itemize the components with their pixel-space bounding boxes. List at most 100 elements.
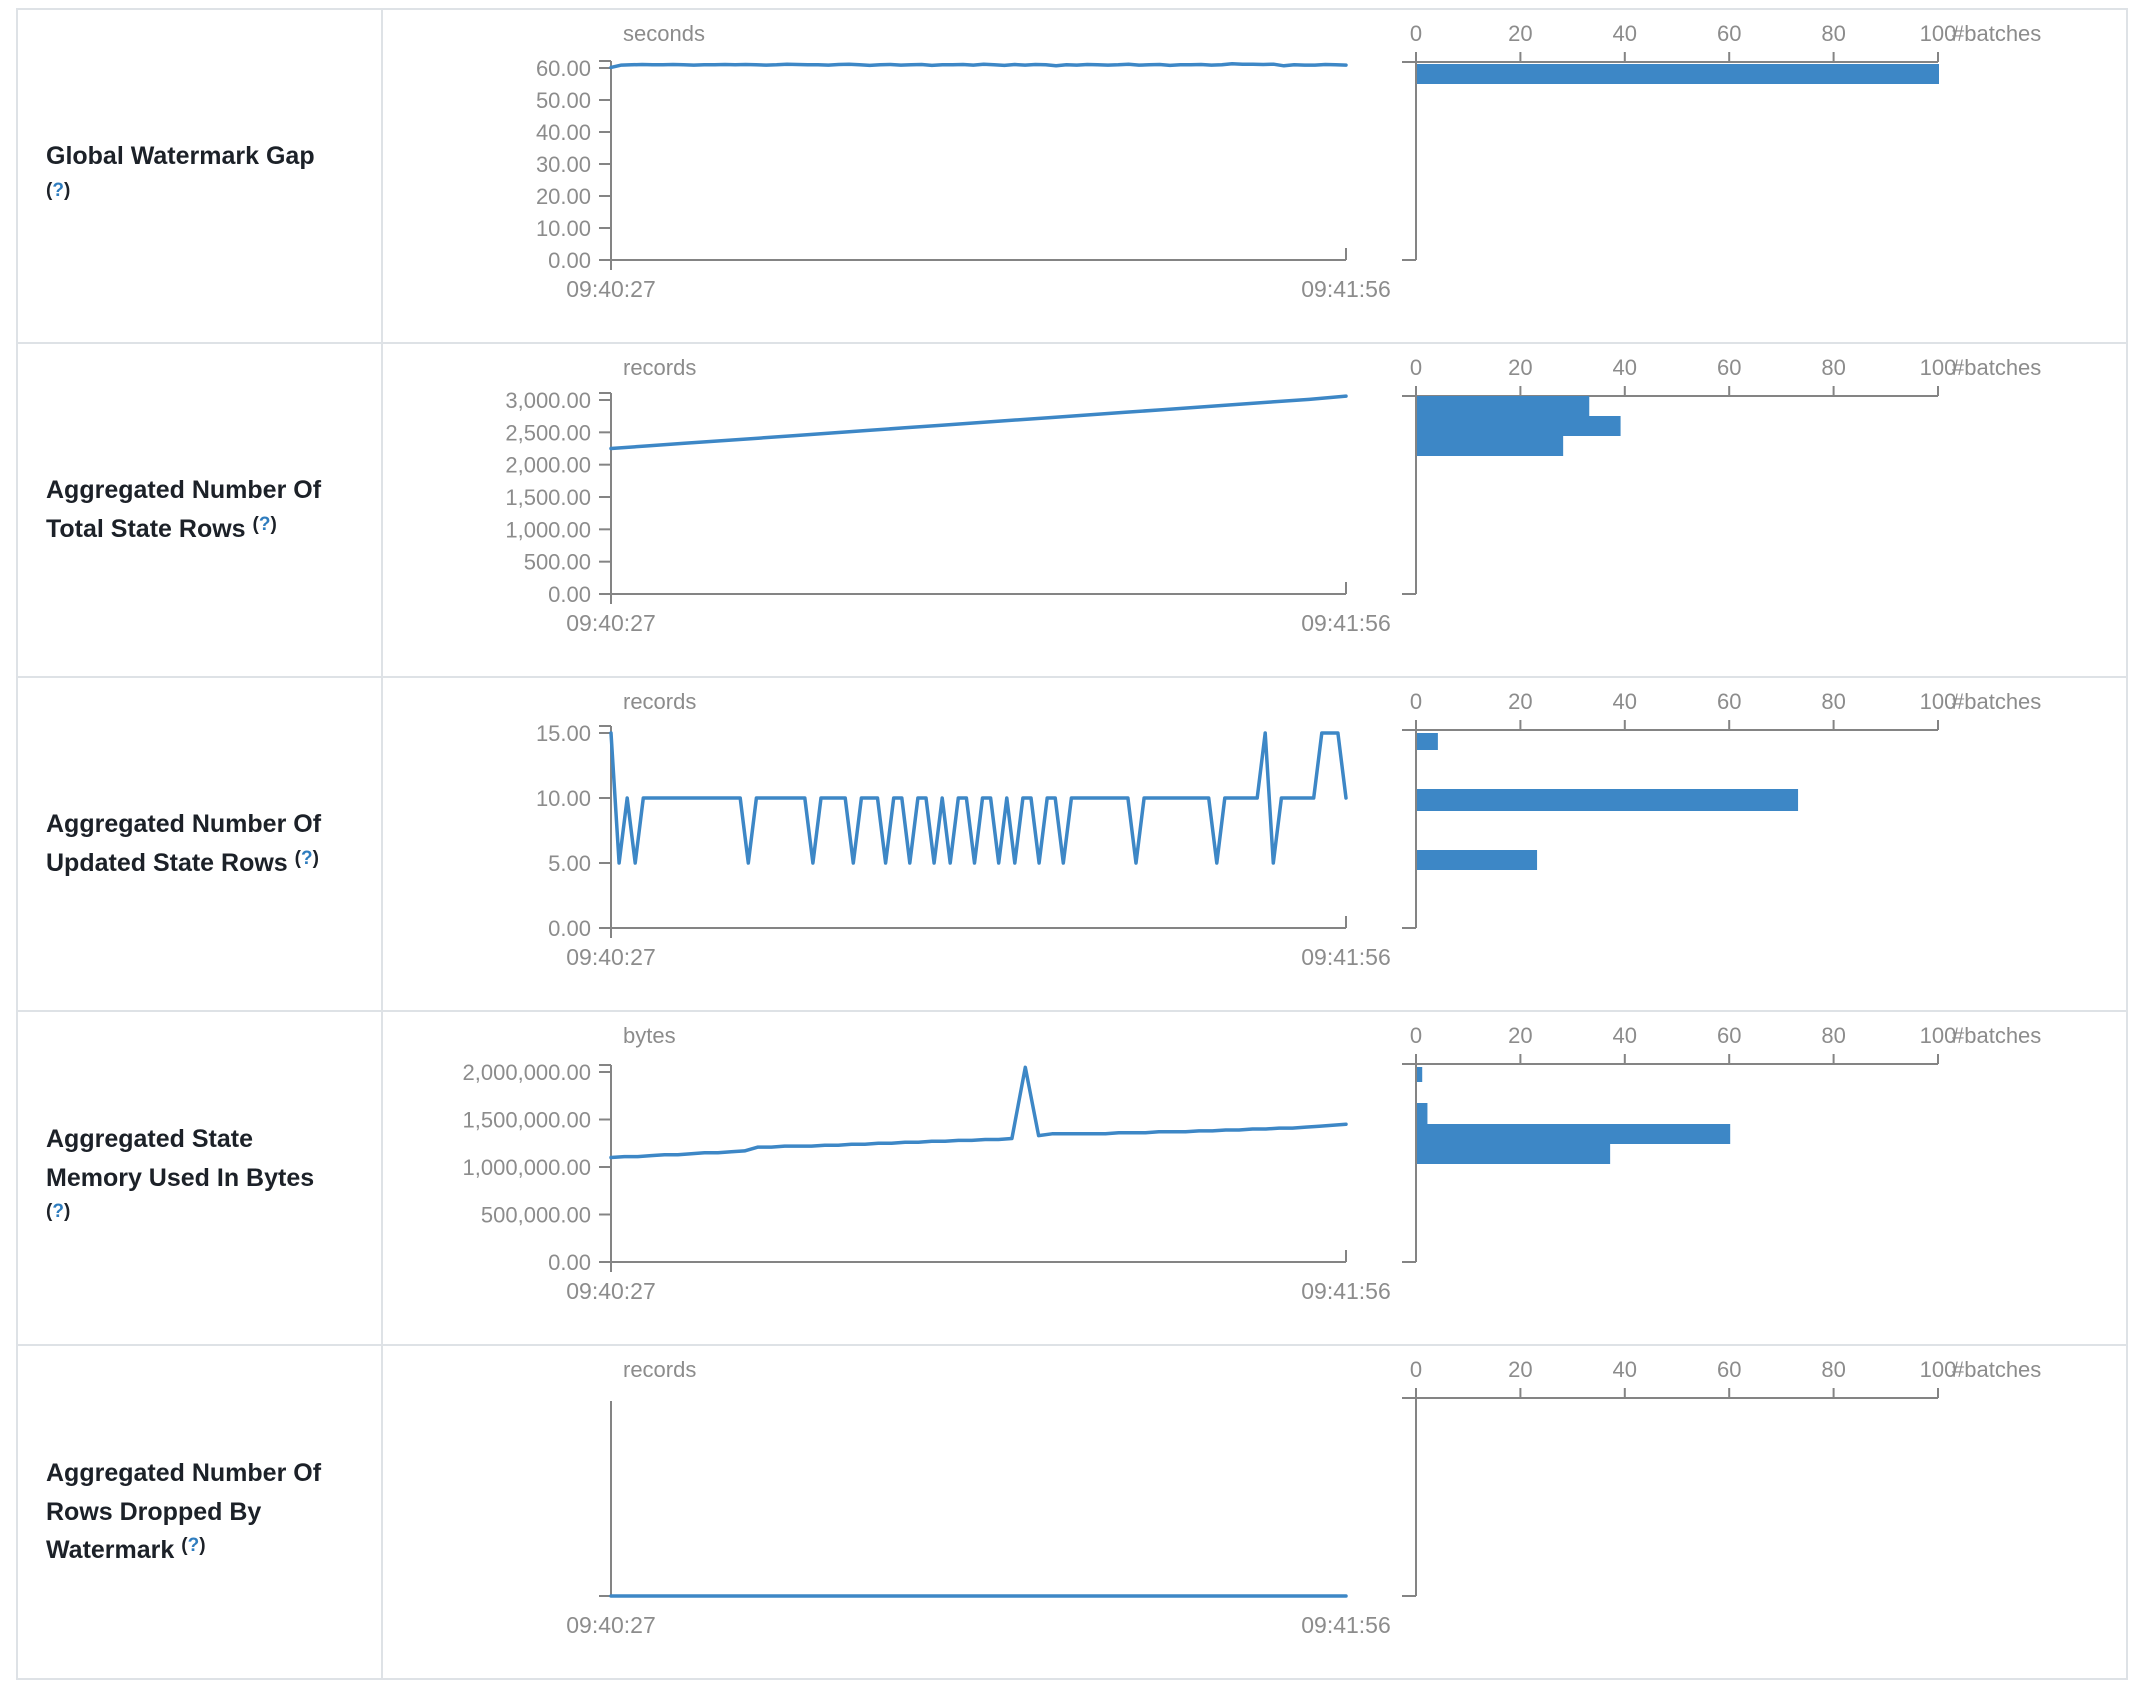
charts-cell: seconds 0.00 10.00 20.00 30.00 40.00 50.00 60.0…: [383, 10, 2126, 342]
x-axis-start-label: 09:40:27: [566, 1612, 656, 1638]
metric-title-text: Aggregated Number Of Total State Rows: [46, 476, 322, 543]
x-axis-start-label: 09:40:27: [566, 610, 656, 636]
x-axis-end-label: 09:41:56: [1301, 610, 1391, 636]
y-tick-label: 2,000,000.00: [463, 1060, 591, 1085]
metric-row-state-memory-used: Aggregated State Memory Used In Bytes (?…: [18, 1012, 2126, 1346]
y-tick-label: 0.00: [548, 1250, 591, 1275]
metric-title: Aggregated Number Of Total State Rows (?…: [46, 471, 335, 549]
charts-cell: records 09:40:27 09:41:56 0 20 40 60 80 100 #batc…: [383, 1346, 2126, 1678]
y-tick-label: 10.00: [536, 786, 591, 811]
y-tick-label: 0.00: [548, 916, 591, 941]
help-paren-close: ): [270, 514, 277, 535]
help-question-icon[interactable]: ?: [52, 1201, 64, 1223]
help-paren-open: (: [46, 180, 53, 201]
help-link[interactable]: (?): [295, 848, 319, 869]
timeline-line: [609, 62, 1348, 70]
y-tick-label: 3,000.00: [505, 388, 591, 413]
histogram-tick-label: 100: [1920, 21, 1957, 46]
histogram-tick-label: 80: [1821, 689, 1845, 714]
help-question-icon[interactable]: ?: [52, 180, 64, 201]
y-tick-label: 1,500.00: [505, 485, 591, 510]
help-paren-open: (: [252, 514, 259, 535]
histogram-tick-label: 100: [1920, 1023, 1957, 1048]
metric-row-rows-dropped-by-watermark: Aggregated Number Of Rows Dropped By Wat…: [18, 1346, 2126, 1678]
histogram-bar: [1417, 1144, 1611, 1164]
help-link[interactable]: (?): [46, 180, 70, 201]
histogram-bar: [1417, 64, 1939, 84]
histogram-bar: [1417, 1124, 1731, 1144]
x-axis-start-label: 09:40:27: [566, 276, 656, 302]
histogram-bar: [1417, 436, 1564, 456]
histogram-tick-label: 100: [1920, 1357, 1957, 1382]
help-paren-close: ): [199, 1535, 206, 1557]
y-tick-label: 40.00: [536, 120, 591, 145]
charts-cell: records 0.00 5.00 10.00 15.00 09:40:27 09:41:5…: [383, 678, 2126, 1010]
y-tick-label: 1,000,000.00: [463, 1155, 591, 1180]
y-tick-label: 20.00: [536, 184, 591, 209]
histogram-unit-label: #batches: [1952, 1023, 2041, 1048]
histogram-tick-label: 40: [1613, 689, 1637, 714]
timeline-line: [609, 731, 1348, 865]
metric-label-cell: Aggregated Number Of Rows Dropped By Wat…: [18, 1346, 383, 1678]
histogram-unit-label: #batches: [1952, 355, 2041, 380]
histogram-tick-label: 60: [1717, 21, 1741, 46]
histogram-tick-label: 60: [1717, 355, 1741, 380]
histogram-tick-label: 100: [1920, 689, 1957, 714]
x-axis-start-label: 09:40:27: [566, 944, 656, 970]
x-axis-start-label: 09:40:27: [566, 1278, 656, 1304]
y-tick-label: 2,000.00: [505, 453, 591, 478]
histogram-tick-label: 100: [1920, 355, 1957, 380]
histogram-bar: [1417, 789, 1799, 811]
metric-title-text: Global Watermark Gap: [46, 142, 315, 171]
histogram-tick-label: 60: [1717, 1023, 1741, 1048]
y-tick-label: 60.00: [536, 56, 591, 81]
histogram-tick-label: 40: [1613, 1023, 1637, 1048]
help-question-icon[interactable]: ?: [300, 848, 313, 869]
timeline-and-histogram-chart: records 0.00 500.00 1,000.00 1,500.00 2,000.0…: [505, 355, 2041, 636]
histogram-bar: [1417, 1103, 1428, 1124]
timeline-line: [609, 394, 1348, 451]
y-tick-label: 0.00: [548, 248, 591, 273]
x-axis-end-label: 09:41:56: [1301, 276, 1391, 302]
metric-title-text: Aggregated Number Of Updated State Rows: [46, 810, 322, 877]
x-axis-end-label: 09:41:56: [1301, 1612, 1391, 1638]
help-link[interactable]: (?): [253, 514, 277, 535]
y-tick-label: 500,000.00: [481, 1203, 591, 1228]
histogram-bar: [1417, 733, 1438, 750]
histogram-unit-label: #batches: [1952, 689, 2041, 714]
help-question-icon[interactable]: ?: [258, 514, 271, 535]
metric-title-text: Aggregated Number Of Rows Dropped By Wat…: [46, 1458, 322, 1565]
timeline-and-histogram-chart: seconds 0.00 10.00 20.00 30.00 40.00 50.00 60.0…: [536, 21, 2041, 302]
histogram-tick-label: 20: [1508, 1023, 1532, 1048]
histogram-tick-label: 40: [1613, 21, 1637, 46]
histogram-tick-label: 0: [1410, 689, 1422, 714]
histogram-bar: [1417, 396, 1590, 416]
timeline-line: [609, 1065, 1348, 1160]
histogram-tick-label: 0: [1410, 21, 1422, 46]
histogram-tick-label: 20: [1508, 21, 1532, 46]
help-link[interactable]: (?): [46, 1201, 70, 1222]
help-paren-close: ): [63, 1201, 71, 1223]
metric-title: Global Watermark Gap (?): [46, 137, 335, 215]
y-tick-label: 1,500,000.00: [463, 1108, 591, 1133]
metric-title-text: Aggregated State Memory Used In Bytes: [46, 1124, 315, 1192]
help-question-icon[interactable]: ?: [187, 1535, 200, 1557]
metric-title: Aggregated Number Of Rows Dropped By Wat…: [46, 1454, 335, 1570]
metric-row-global-watermark-gap: Global Watermark Gap (?) seconds 0.00 10.0…: [18, 10, 2126, 344]
metric-label-cell: Aggregated State Memory Used In Bytes (?…: [18, 1012, 383, 1344]
help-link[interactable]: (?): [181, 1535, 205, 1556]
charts-cell: records 0.00 500.00 1,000.00 1,500.00 2,000.0…: [383, 344, 2126, 676]
histogram-tick-label: 20: [1508, 689, 1532, 714]
streaming-metrics-table: Global Watermark Gap (?) seconds 0.00 10.0…: [16, 8, 2128, 1680]
y-tick-label: 50.00: [536, 88, 591, 113]
histogram-tick-label: 80: [1821, 1357, 1845, 1382]
y-tick-label: 0.00: [548, 582, 591, 607]
histogram-tick-label: 0: [1410, 1357, 1422, 1382]
y-tick-label: 10.00: [536, 216, 591, 241]
timeline-unit-label: records: [623, 1357, 696, 1382]
y-tick-label: 2,500.00: [505, 420, 591, 445]
histogram-tick-label: 80: [1821, 21, 1845, 46]
timeline-unit-label: records: [623, 689, 696, 714]
histogram-unit-label: #batches: [1952, 1357, 2041, 1382]
y-tick-label: 15.00: [536, 721, 591, 746]
